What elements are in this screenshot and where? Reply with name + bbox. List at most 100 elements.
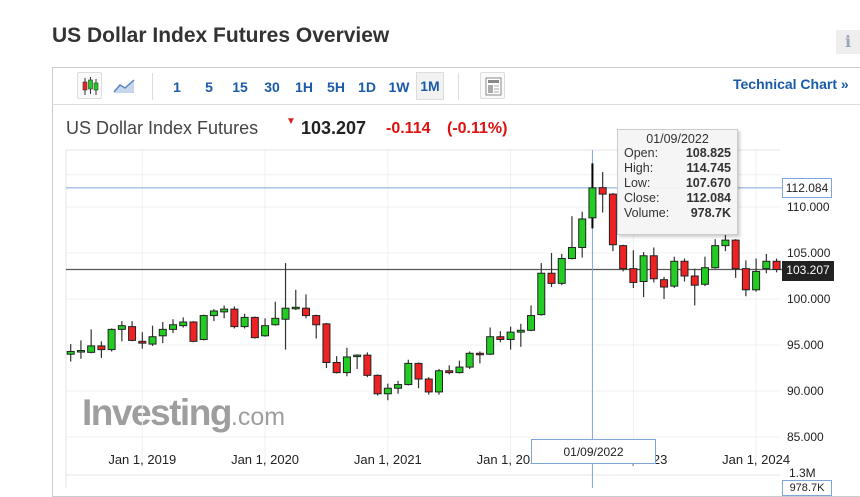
technical-chart-link[interactable]: Technical Chart » bbox=[733, 76, 849, 92]
candle-body bbox=[731, 239, 740, 270]
candle-body bbox=[169, 324, 177, 330]
timeframe-1h[interactable]: 1H bbox=[295, 79, 313, 95]
candle-body bbox=[220, 308, 229, 313]
candle-body bbox=[281, 307, 290, 320]
line-chart-button[interactable] bbox=[112, 72, 137, 99]
candle-body bbox=[557, 258, 566, 284]
timeframe-30[interactable]: 30 bbox=[264, 79, 280, 95]
candle-body bbox=[486, 336, 495, 355]
candlestick-icon bbox=[82, 77, 99, 95]
candle-body bbox=[209, 310, 218, 317]
candle-body bbox=[680, 260, 689, 277]
x-tick-label: Jan 1, 2022 bbox=[477, 452, 545, 467]
page-title: US Dollar Index Futures Overview bbox=[52, 24, 390, 47]
timeframe-1m[interactable]: 1M bbox=[416, 72, 444, 100]
last-price: 103.207 bbox=[301, 118, 367, 138]
tooltip-value: 978.7K bbox=[690, 206, 731, 220]
timeframe-1w[interactable]: 1W bbox=[388, 79, 410, 95]
tooltip-value: 112.084 bbox=[686, 191, 732, 205]
candle-body bbox=[752, 270, 761, 291]
tooltip-label: High: bbox=[624, 161, 654, 175]
price-change-percent: (-0.11%) bbox=[447, 120, 508, 137]
last-price-label: 103.207 bbox=[782, 261, 834, 281]
candle-body bbox=[762, 260, 771, 270]
price-change: -0.114 bbox=[386, 120, 431, 137]
line-chart-icon bbox=[113, 79, 135, 93]
candle-body bbox=[312, 315, 321, 326]
divider bbox=[152, 73, 153, 100]
candle-body bbox=[465, 352, 474, 368]
tooltip-row: Low: 107.670 bbox=[624, 176, 731, 191]
timeframe-15[interactable]: 15 bbox=[232, 79, 248, 95]
candlestick-chart-button[interactable] bbox=[77, 72, 102, 99]
candle-body bbox=[117, 325, 126, 330]
candle-body bbox=[250, 316, 259, 339]
candle-body bbox=[383, 387, 392, 395]
volume-current-label: 978.7K bbox=[782, 480, 832, 496]
candle-body bbox=[261, 325, 270, 337]
investing-logo: Investing.com bbox=[82, 392, 286, 433]
candle-body bbox=[475, 352, 484, 356]
candle-body bbox=[711, 245, 720, 269]
candle-body bbox=[332, 361, 341, 374]
candle-body bbox=[363, 354, 372, 376]
candle-body bbox=[76, 350, 85, 353]
tooltip-row: Open: 108.825 bbox=[624, 146, 731, 161]
x-tick-label: Jan 1, 2020 bbox=[231, 452, 299, 467]
tooltip-row: Close: 112.084 bbox=[624, 191, 731, 206]
candle-body bbox=[107, 328, 116, 351]
instrument-name: US Dollar Index Futures bbox=[66, 118, 259, 138]
candle-body bbox=[578, 218, 587, 248]
candle-body bbox=[598, 187, 607, 195]
tooltip-date: 01/09/2022 bbox=[646, 132, 709, 146]
candle-body bbox=[179, 321, 188, 327]
candle-body bbox=[322, 323, 331, 363]
tooltip-label: Low: bbox=[624, 176, 651, 190]
candle-body bbox=[353, 354, 362, 358]
divider bbox=[52, 104, 860, 105]
candle-body bbox=[97, 345, 106, 351]
candle-body bbox=[537, 272, 546, 316]
candle-body bbox=[434, 370, 443, 393]
timeframe-1[interactable]: 1 bbox=[173, 79, 181, 95]
y-tick-label: 110.000 bbox=[787, 200, 830, 214]
candle-body bbox=[66, 350, 75, 355]
timeframe-5h[interactable]: 5H bbox=[327, 79, 345, 95]
candle-body bbox=[189, 321, 198, 342]
layout-icon bbox=[485, 77, 502, 96]
candle-body bbox=[629, 268, 638, 283]
candle-body bbox=[588, 187, 597, 219]
candle-body bbox=[506, 331, 515, 340]
candle-body bbox=[240, 316, 249, 328]
info-icon[interactable]: i bbox=[836, 30, 860, 54]
candle-body bbox=[700, 267, 709, 285]
tooltip-value: 108.825 bbox=[685, 146, 731, 160]
candle-body bbox=[158, 328, 167, 337]
y-tick-label: 100.000 bbox=[787, 292, 831, 306]
candle-body bbox=[516, 329, 525, 333]
candle-body bbox=[87, 345, 96, 353]
candle-body bbox=[649, 255, 658, 280]
y-tick-label: 105.000 bbox=[787, 246, 831, 260]
tooltip-label: Volume: bbox=[624, 206, 670, 220]
layout-button[interactable] bbox=[480, 72, 505, 99]
candle-body bbox=[373, 374, 382, 395]
tooltip-label: Open: bbox=[624, 146, 659, 160]
candle-body bbox=[690, 275, 699, 286]
candle-body bbox=[230, 308, 239, 328]
tooltip-value: 114.745 bbox=[686, 161, 732, 175]
timeframe-5[interactable]: 5 bbox=[205, 79, 213, 95]
x-tick-label: Jan 1, 2019 bbox=[108, 452, 176, 467]
ohlc-tooltip: 01/09/2022 Open: 108.825 High: 114.745 Low: 1… bbox=[617, 129, 738, 235]
candle-body bbox=[128, 326, 137, 341]
candle-body bbox=[741, 268, 750, 291]
timeframe-1d[interactable]: 1D bbox=[358, 79, 376, 95]
candle-body bbox=[639, 255, 648, 283]
down-arrow-icon: ▼ bbox=[286, 116, 296, 127]
candle-body bbox=[721, 239, 730, 247]
candle-body bbox=[404, 362, 413, 386]
candle-body bbox=[301, 307, 310, 317]
candle-body bbox=[670, 260, 679, 287]
tooltip-row: Volume: 978.7K bbox=[624, 206, 731, 221]
